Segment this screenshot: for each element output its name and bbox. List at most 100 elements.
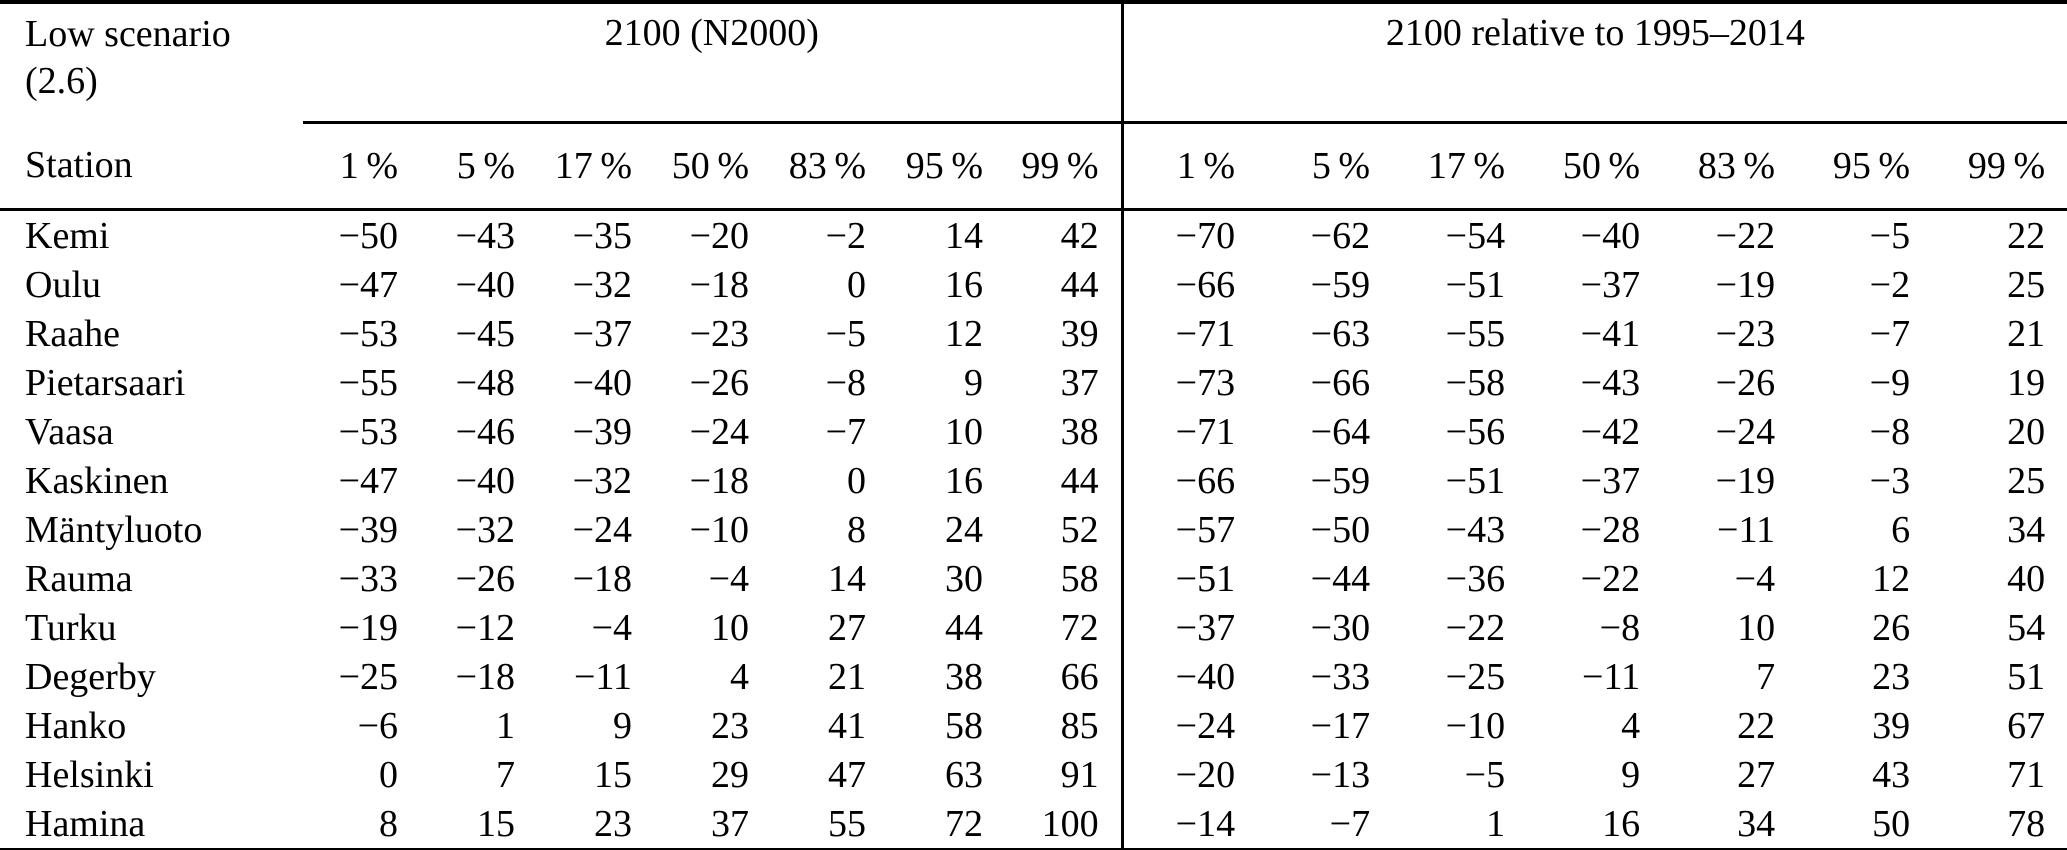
table-row: Kaskinen −47 −40 −32 −18 0 16 44 −66 −59 −51 −37 −19… [0,456,2067,505]
table-row: Mäntyluoto −39 −32 −24 −10 8 24 52 −57 −50 −43 −28 −… [0,505,2067,554]
value-cell-n2000: 1 [496,704,515,747]
table-row: Rauma −33 −26 −18 −4 14 30 58 −51 −44 −36 −22 −4 12 40 [0,554,2067,603]
value-cell-n2000: −6 [357,704,398,747]
value-cell-relative: −20 [1120,750,1258,799]
value-cell-relative: −51 [1445,459,1506,502]
station-name: Turku [25,606,117,649]
value-cell-relative: −25 [1445,655,1506,698]
value-cell-n2000: 30 [945,557,983,600]
value-cell-n2000: 7 [496,753,515,796]
value-cell-relative: −59 [1310,263,1371,306]
value-cell-n2000: 16 [945,263,983,306]
value-cell-relative: −56 [1445,410,1506,453]
value-cell-n2000: −20 [689,214,749,257]
value-cell-relative: −54 [1445,214,1506,257]
value-cell-relative: −40 [1120,652,1258,701]
group-header-row: Low scenario (2.6) 2100 (N2000) 2100 rel… [0,2,2067,124]
value-cell-relative: −73 [1120,358,1258,407]
value-cell-relative: −3 [1869,459,1911,502]
value-cell-relative: −42 [1580,410,1641,453]
value-cell-relative: 34 [1662,799,1798,850]
value-cell-relative: −37 [1580,459,1641,502]
value-cell-relative: −50 [1310,508,1371,551]
value-cell-n2000: −53 [338,410,398,453]
value-cell-relative: 51 [2007,655,2046,698]
value-cell-relative: −22 [1445,606,1506,649]
table-row: Degerby −25 −18 −11 4 21 38 66 −40 −33 −25 −11 7 23 51 [0,652,2067,701]
value-cell-relative: −41 [1580,312,1641,355]
scenario-label-line2: (2.6) [25,60,98,102]
value-cell-relative: −43 [1445,508,1506,551]
percentile-header-g2-1: 1 % [1120,122,1258,211]
value-cell-n2000: 10 [711,606,749,649]
value-cell-n2000: −48 [455,361,515,404]
value-cell-relative: −51 [1120,554,1258,603]
value-cell-n2000: 44 [1060,459,1099,502]
value-cell-n2000: 0 [847,459,866,502]
value-cell-relative: −14 [1120,799,1258,850]
value-cell-relative: −28 [1580,508,1641,551]
station-name: Rauma [25,557,133,600]
value-cell-relative: −8 [1869,410,1911,453]
value-cell-n2000: 72 [1060,606,1099,649]
value-cell-n2000: 15 [594,753,632,796]
value-cell-n2000: 9 [964,361,983,404]
value-cell-n2000: 4 [730,655,749,698]
value-cell-n2000: 14 [828,557,866,600]
value-cell-n2000: −47 [338,263,398,306]
value-cell-relative: −2 [1869,263,1911,306]
value-cell-relative: 20 [2007,410,2046,453]
value-cell-n2000: −40 [455,263,515,306]
value-cell-n2000: 23 [537,799,654,850]
value-cell-n2000: 8 [847,508,866,551]
value-cell-n2000: −10 [689,508,749,551]
value-cell-n2000: 23 [711,704,749,747]
value-cell-n2000: 91 [1060,753,1099,796]
scenario-label: Low scenario (2.6) [0,2,303,123]
table-row: Vaasa −53 −46 −39 −24 −7 10 38 −71 −64 −56 −42 −24 −8… [0,407,2067,456]
value-cell-relative: 16 [1527,799,1663,850]
value-cell-relative: 7 [1756,655,1776,698]
value-cell-relative: −64 [1310,410,1371,453]
value-cell-n2000: −26 [455,557,515,600]
value-cell-n2000: 12 [945,312,983,355]
value-cell-relative: −10 [1445,704,1506,747]
value-cell-relative: −11 [1582,655,1641,698]
value-cell-relative: 22 [2007,214,2046,257]
value-cell-relative: −17 [1310,704,1371,747]
value-cell-n2000: −26 [689,361,749,404]
value-cell-relative: −55 [1445,312,1506,355]
value-cell-relative: 10 [1737,606,1776,649]
value-cell-n2000: 38 [945,655,983,698]
value-cell-relative: 22 [1737,704,1776,747]
value-cell-n2000: 66 [1060,655,1099,698]
value-cell-relative: 39 [1872,704,1911,747]
value-cell-relative: −70 [1120,209,1258,260]
value-cell-n2000: −50 [338,214,398,257]
value-cell-n2000: −23 [689,312,749,355]
value-cell-relative: −11 [1717,508,1776,551]
value-cell-n2000: 9 [613,704,632,747]
percentile-header-g1-3: 17 % [537,122,654,211]
value-cell-n2000: 0 [847,263,866,306]
value-cell-relative: 54 [2007,606,2046,649]
percentile-header-g1-7: 99 % [1005,122,1123,211]
value-cell-relative: 6 [1891,508,1911,551]
value-cell-relative: 71 [2007,753,2046,796]
value-cell-n2000: −32 [455,508,515,551]
station-name: Hanko [25,704,127,747]
value-cell-relative: 34 [2007,508,2046,551]
scenario-label-line1: Low scenario [25,13,231,55]
value-cell-n2000: −45 [455,312,515,355]
value-cell-n2000: 100 [1005,799,1123,850]
value-cell-n2000: 37 [1060,361,1099,404]
value-cell-n2000: 16 [945,459,983,502]
value-cell-relative: −58 [1445,361,1506,404]
value-cell-n2000: 55 [771,799,888,850]
value-cell-n2000: −24 [572,508,632,551]
value-cell-n2000: −24 [689,410,749,453]
value-cell-relative: −40 [1580,214,1641,257]
value-cell-relative: 23 [1872,655,1911,698]
value-cell-relative: 40 [2007,557,2046,600]
value-cell-n2000: 39 [1060,312,1099,355]
